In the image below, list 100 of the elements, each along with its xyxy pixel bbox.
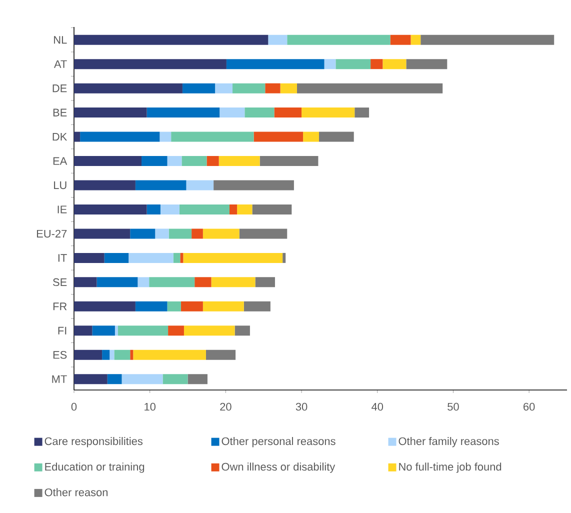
- bar: [218, 156, 260, 166]
- bar: [138, 277, 150, 288]
- y-tick-label: DE: [52, 84, 67, 92]
- bar: [74, 228, 130, 239]
- bar: [92, 326, 115, 336]
- bar: [194, 277, 212, 288]
- y-tick-label: IT: [58, 254, 67, 262]
- bar: [226, 59, 324, 70]
- bar: [160, 204, 180, 214]
- bar: [114, 326, 118, 336]
- x-tick-label: 0: [71, 402, 77, 411]
- x-tick-label: 30: [296, 402, 308, 411]
- bar: [410, 34, 421, 45]
- bar: [74, 374, 108, 384]
- y-tick-label: LU: [54, 181, 66, 190]
- bar: [74, 277, 97, 288]
- bar: [274, 108, 302, 118]
- bar: [162, 374, 188, 384]
- bar: [74, 83, 182, 94]
- bar: [220, 108, 245, 118]
- bar: [244, 108, 274, 118]
- bar: [135, 301, 168, 312]
- bar: [128, 252, 174, 263]
- bar: [268, 34, 288, 45]
- bar: [265, 83, 280, 94]
- bar: [168, 228, 192, 239]
- y-tick-label: MT: [52, 375, 67, 383]
- bar: [104, 252, 129, 263]
- bar: [382, 59, 406, 70]
- bar: [118, 326, 168, 336]
- bar: [133, 350, 206, 360]
- y-tick-label: SE: [53, 278, 67, 286]
- y-tick-label: FI: [58, 326, 66, 334]
- bar: [179, 204, 230, 214]
- x-tick-label: 20: [220, 402, 232, 411]
- bar: [80, 132, 160, 142]
- bar: [390, 34, 411, 45]
- bar: [406, 59, 448, 70]
- bar: [244, 301, 270, 312]
- bar: [146, 204, 160, 214]
- bar: [74, 326, 92, 336]
- bar: [171, 132, 254, 142]
- bar: [229, 204, 238, 214]
- bar: [202, 301, 244, 312]
- y-tick-label: IE: [58, 206, 67, 214]
- y-tick-label: NL: [54, 36, 67, 44]
- bar: [74, 34, 268, 45]
- bar: [232, 83, 266, 94]
- bar: [234, 326, 250, 336]
- bar: [74, 204, 147, 214]
- bar: [180, 301, 203, 312]
- bar: [296, 83, 443, 94]
- bar: [74, 301, 136, 312]
- bar: [74, 132, 80, 142]
- bar: [74, 59, 226, 70]
- bar: [206, 350, 236, 360]
- bar: [188, 374, 208, 384]
- bar: [324, 59, 336, 70]
- x-tick-label: 60: [524, 402, 535, 411]
- bar: [303, 132, 319, 142]
- bar: [155, 228, 169, 239]
- y-tick-label: BE: [53, 108, 67, 116]
- y-tick-label: EU-27: [36, 230, 67, 238]
- x-tick-label: 50: [448, 402, 459, 411]
- bar: [336, 59, 371, 70]
- x-tick-label: 10: [144, 402, 156, 411]
- bar: [74, 156, 142, 166]
- bar: [239, 228, 288, 239]
- bar: [167, 156, 182, 166]
- y-tick-label: AT: [54, 60, 67, 68]
- bar: [184, 326, 235, 336]
- bar: [149, 277, 195, 288]
- bar: [74, 350, 102, 360]
- bar: [182, 83, 216, 94]
- bar: [370, 59, 383, 70]
- bar: [206, 156, 219, 166]
- bar: [167, 301, 181, 312]
- bar: [318, 132, 354, 142]
- bar: [252, 204, 292, 214]
- bar: [74, 180, 136, 190]
- bar: [186, 180, 214, 190]
- legend-label: Other reason: [44, 488, 108, 496]
- bar: [74, 252, 104, 263]
- bar: [182, 156, 207, 166]
- legend-label: Care responsibilities: [44, 437, 143, 448]
- bar: [114, 350, 130, 360]
- bar: [215, 83, 233, 94]
- bar: [168, 326, 184, 336]
- y-tick-label: EA: [53, 157, 68, 165]
- y-tick-label: DK: [52, 133, 68, 141]
- bar: [255, 277, 275, 288]
- bar: [160, 132, 172, 142]
- bar: [282, 252, 286, 263]
- legend-label: Own illness or disability: [222, 462, 336, 473]
- bar: [302, 108, 355, 118]
- x-tick-label: 40: [372, 402, 384, 411]
- bar: [214, 180, 294, 190]
- bar: [202, 228, 240, 239]
- bar: [254, 132, 304, 142]
- bar: [74, 108, 147, 118]
